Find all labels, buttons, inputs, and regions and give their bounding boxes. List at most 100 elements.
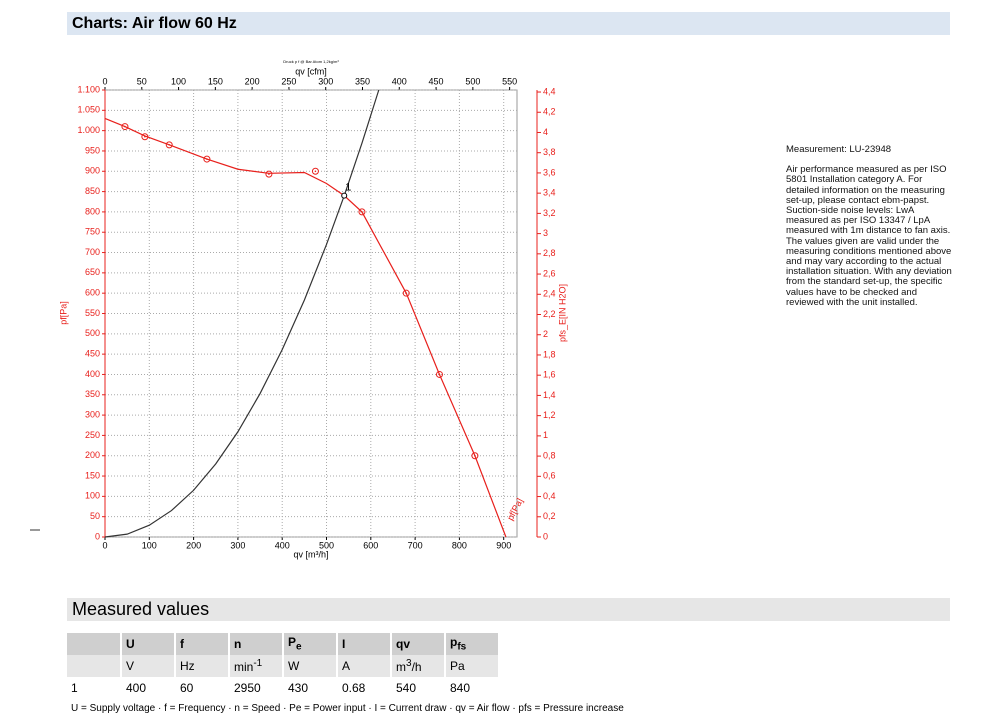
y-tick-label: 1.100 xyxy=(77,84,100,94)
y2-axis-label: pfs_E[IN H2O] xyxy=(557,284,567,342)
cell-text: U xyxy=(126,637,135,651)
header-bar: Charts: Air flow 60 Hz xyxy=(67,12,950,35)
y-tick-label: 50 xyxy=(90,511,100,521)
x-tick-label: 700 xyxy=(408,540,423,550)
marker-ring xyxy=(471,452,479,460)
marker-ring xyxy=(358,208,366,216)
y-tick-label: 850 xyxy=(85,186,100,196)
y2-tick-label: 0 xyxy=(543,531,548,541)
y-tick-label: 800 xyxy=(85,206,100,216)
table-cell xyxy=(67,633,122,655)
marker-dot xyxy=(361,211,363,213)
x2-tick-label: 200 xyxy=(245,76,260,86)
cell-text: Pa xyxy=(450,659,465,673)
y-tick-label: 550 xyxy=(85,308,100,318)
y2-tick-label: 2 xyxy=(543,329,548,339)
y-tick-label: 750 xyxy=(85,227,100,237)
y2-tick-label: 0,2 xyxy=(543,511,556,521)
marker-ring xyxy=(402,289,410,297)
x2-tick-label: 400 xyxy=(392,76,407,86)
cell-text: P xyxy=(288,635,297,650)
table-cell: A xyxy=(338,655,392,677)
cell-sup: 3 xyxy=(406,658,412,669)
measurement-text: Air performance measured as per ISO 5801… xyxy=(786,164,952,308)
marker xyxy=(141,133,149,141)
cell-text: m xyxy=(396,660,406,674)
table-cell: qv xyxy=(392,633,446,655)
chart-title: Druck p f @ Bar Atom 1,2kg/m³ xyxy=(283,59,339,64)
y2-tick-label: 1 xyxy=(543,430,548,440)
table-cell: 430 xyxy=(284,677,338,699)
x-tick-label: 200 xyxy=(186,540,201,550)
x2-tick-label: 100 xyxy=(171,76,186,86)
y2-tick-label: 3 xyxy=(543,228,548,238)
table-cell: Hz xyxy=(176,655,230,677)
table-cell: Pa xyxy=(446,655,500,677)
x2-tick-label: 250 xyxy=(281,76,296,86)
y-tick-label: 350 xyxy=(85,389,100,399)
x2-tick-label: 150 xyxy=(208,76,223,86)
y-tick-label: 100 xyxy=(85,491,100,501)
y2-tick-label: 1,4 xyxy=(543,390,556,400)
table-cell: min-1 xyxy=(230,655,284,677)
y2-tick-label: 3,8 xyxy=(543,147,556,157)
x-tick-label: 800 xyxy=(452,540,467,550)
y2-tick-label: 4,2 xyxy=(543,107,556,117)
x2-tick-label: 300 xyxy=(318,76,333,86)
y2-tick-label: 0,6 xyxy=(543,471,556,481)
x-tick-label: 400 xyxy=(275,540,290,550)
cell-text: A xyxy=(342,659,351,673)
marker-dot xyxy=(168,144,171,146)
y2-tick-label: 0,4 xyxy=(543,491,556,501)
y-tick-label: 250 xyxy=(85,430,100,440)
y2-tick-label: 4,4 xyxy=(543,86,556,96)
cell-text: /h xyxy=(411,660,422,674)
table-cell: n xyxy=(230,633,284,655)
measurement-note: Measurement: LU-23948 Air performance me… xyxy=(786,144,954,318)
table-row: 1 400 60 2950 430 0.68 540 840 xyxy=(67,677,500,699)
y2-tick-label: 2,2 xyxy=(543,309,556,319)
y-tick-label: 650 xyxy=(85,267,100,277)
cell-text: V xyxy=(126,659,135,673)
marker-ring xyxy=(435,370,443,378)
annotation: 1 xyxy=(345,182,351,194)
cell-sup: -1 xyxy=(253,658,263,669)
marker-dot xyxy=(206,158,208,160)
marker-ring xyxy=(311,167,319,175)
cell-sub: e xyxy=(296,641,302,653)
x2-tick-label: 550 xyxy=(502,76,517,86)
section-bar: Measured values xyxy=(67,598,950,621)
curve xyxy=(104,117,507,538)
plot-area xyxy=(104,89,518,538)
marker-ring xyxy=(265,170,273,178)
x2-tick-label: 350 xyxy=(355,76,370,86)
marker-dot xyxy=(405,292,408,294)
marker-dot xyxy=(314,170,317,173)
cell-text: Hz xyxy=(180,659,195,673)
table-cell: pfs xyxy=(446,633,500,655)
x-tick-label: 900 xyxy=(496,540,511,550)
x2-tick-label: 0 xyxy=(102,76,107,86)
table-cell: 540 xyxy=(392,677,446,699)
table-cell: 60 xyxy=(176,677,230,699)
table-cell: 840 xyxy=(446,677,500,699)
table-cell: 1 xyxy=(67,677,122,699)
marker xyxy=(203,155,211,163)
y-tick-label: 200 xyxy=(85,450,100,460)
y-tick-label: 450 xyxy=(85,349,100,359)
marker-dot xyxy=(144,135,146,138)
y2-tick-label: 2,6 xyxy=(543,268,556,278)
table-cell: V xyxy=(122,655,176,677)
measurement-id: Measurement: LU-23948 xyxy=(786,144,892,155)
y-tick-label: 950 xyxy=(85,145,100,155)
marker-dot xyxy=(124,125,126,128)
y2-tick-label: 1,6 xyxy=(543,370,556,380)
marker-ring xyxy=(203,155,211,163)
x-tick-label: 100 xyxy=(142,540,157,550)
marker xyxy=(435,370,443,378)
marker-dot xyxy=(474,454,476,457)
table-cell: U xyxy=(122,633,176,655)
marker xyxy=(265,170,273,178)
cell-text: qv xyxy=(396,637,411,651)
